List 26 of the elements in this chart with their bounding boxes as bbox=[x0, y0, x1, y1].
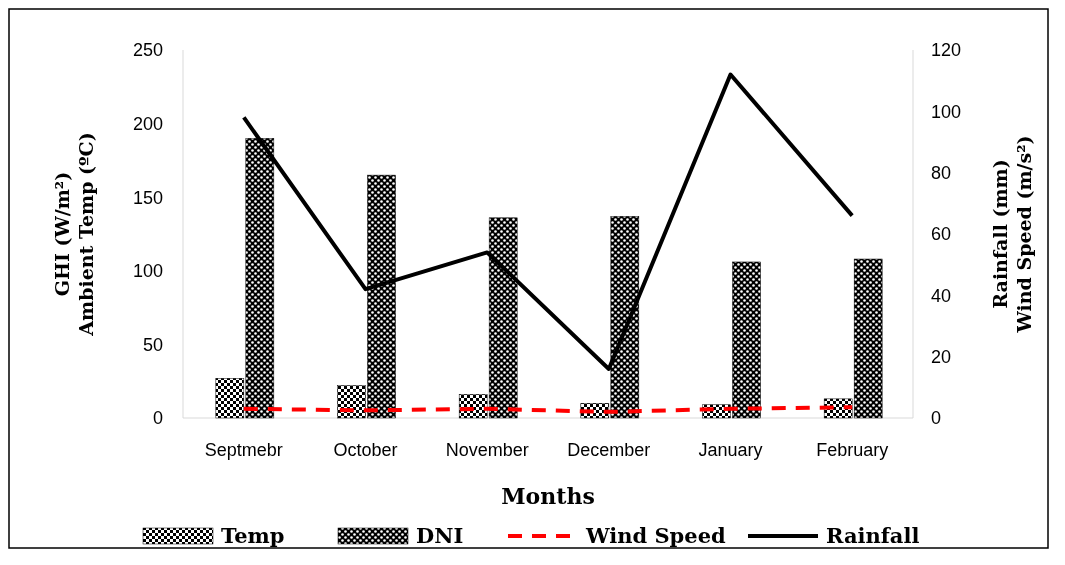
y-tick-label: 100 bbox=[132, 261, 163, 282]
x-axis-title: Months bbox=[501, 483, 595, 509]
x-tick-label: November bbox=[445, 440, 529, 460]
y-axis-title: GHI (W/m²) Ambient Temp (ºC) bbox=[51, 132, 97, 337]
y2-tick-label: 120 bbox=[931, 40, 962, 61]
x-tick-label: January bbox=[698, 440, 763, 460]
y-tick-label: 200 bbox=[132, 113, 163, 134]
y-tick-label: 250 bbox=[132, 40, 163, 61]
y-tick-label: 0 bbox=[152, 408, 163, 429]
y2-axis-title: Rainfall (mm) Wind Speed (m/s²) bbox=[989, 135, 1035, 334]
x-tick-label: February bbox=[816, 440, 889, 460]
legend-label: Temp bbox=[221, 523, 285, 549]
y2-tick-label: 0 bbox=[931, 408, 942, 429]
y2-tick-label: 100 bbox=[931, 101, 962, 122]
y-tick-label: 150 bbox=[132, 187, 163, 208]
y2-tick-label: 20 bbox=[931, 346, 952, 367]
y-tick-label: 50 bbox=[142, 334, 163, 355]
x-tick-label: Septmebr bbox=[204, 440, 283, 460]
x-tick-label: October bbox=[333, 440, 398, 460]
y2-tick-label: 80 bbox=[931, 162, 952, 183]
y2-tick-label: 60 bbox=[931, 224, 952, 245]
x-tick-label: December bbox=[567, 440, 651, 460]
legend-label: Rainfall bbox=[826, 523, 920, 549]
y2-tick-label: 40 bbox=[931, 285, 952, 306]
legend-label: Wind Speed bbox=[585, 523, 727, 549]
legend-label: DNI bbox=[416, 523, 464, 549]
